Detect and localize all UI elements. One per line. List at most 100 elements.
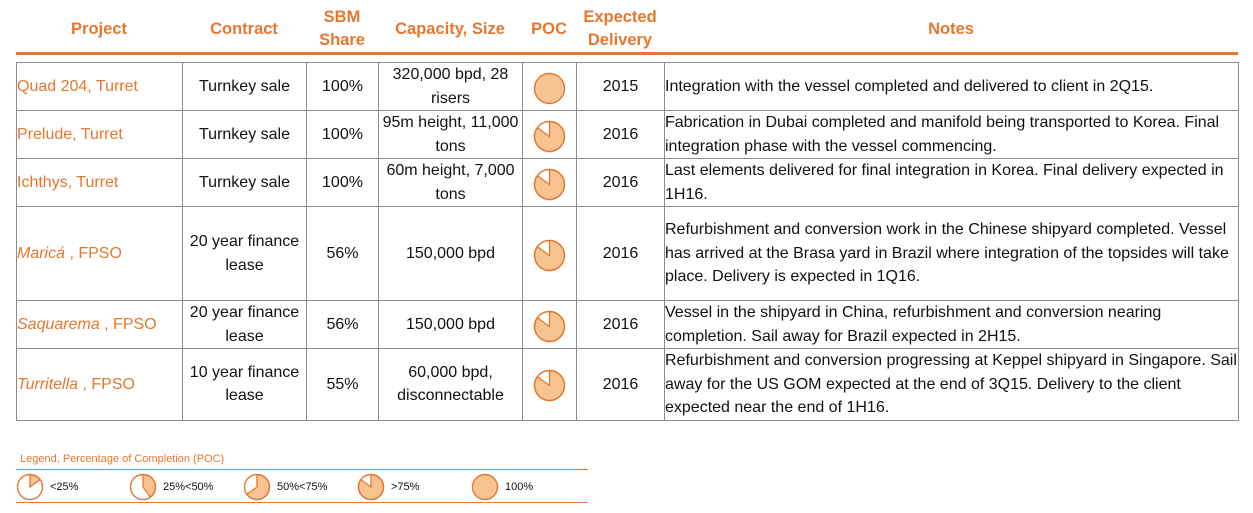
header-poc: POC: [531, 19, 567, 38]
project-cell: Quad 204, Turret: [16, 62, 183, 111]
pie-svg: [243, 473, 271, 501]
share-cell: 56%: [306, 300, 379, 349]
delivery-cell: 2016: [576, 206, 665, 301]
table-header: Project Contract SBM Share Capacity, Siz…: [16, 6, 1238, 52]
contract-cell: 20 year finance lease: [182, 300, 307, 349]
legend-item: <25%: [16, 472, 78, 502]
poc-pie-icon: [16, 473, 44, 501]
legend-item: 50%<75%: [243, 472, 327, 502]
pie-outline: [533, 120, 566, 152]
legend-label: <25%: [50, 481, 79, 493]
table-row: Quad 204, Turret Turnkey sale 100% 320,000 …: [16, 62, 1239, 111]
poc-cell: [522, 110, 577, 159]
legend-label: 100%: [505, 481, 534, 493]
header-delivery-line1: Expected: [583, 8, 657, 26]
delivery-cell: 2016: [576, 300, 665, 349]
pie-outline: [471, 473, 499, 501]
project-cell: Saquarema , FPSO: [16, 300, 183, 349]
pie-outline: [243, 473, 271, 501]
legend-top-rule: [16, 469, 588, 470]
project-cell: Maricá , FPSO: [16, 206, 183, 301]
table-row: Turritella , FPSO 10 year finance lease 55…: [16, 348, 1239, 421]
notes-cell: Fabrication in Dubai completed and manif…: [664, 110, 1239, 159]
contract-cell: 10 year finance lease: [182, 348, 307, 421]
project-name: Quad 204: [17, 77, 88, 95]
delivery-cell: 2016: [576, 158, 665, 207]
contract-cell: 20 year finance lease: [182, 206, 307, 301]
legend-label: >75%: [391, 481, 420, 493]
pie-svg: [533, 370, 566, 402]
capacity-cell: 150,000 bpd: [378, 206, 523, 301]
project-name: Ichthys: [17, 173, 68, 191]
pie-svg: [533, 310, 566, 342]
poc-pie-icon: [471, 473, 499, 501]
delivery-cell: 2016: [576, 348, 665, 421]
share-cell: 55%: [306, 348, 379, 421]
pie-fill: [534, 73, 565, 103]
pie-outline: [129, 473, 157, 501]
project-name: Prelude: [17, 125, 73, 143]
pie-outline: [357, 473, 385, 501]
pie-svg: [533, 120, 566, 152]
share-cell: 100%: [306, 62, 379, 111]
pie-outline: [16, 473, 44, 501]
pie-outline: [533, 310, 566, 342]
project-type: , Turret: [87, 77, 138, 95]
pie-outline: [533, 239, 566, 271]
share-cell: 100%: [306, 158, 379, 207]
legend-item: 25%<50%: [129, 472, 213, 502]
capacity-cell: 320,000 bpd, 28 risers: [378, 62, 523, 111]
project-type: , FPSO: [99, 315, 157, 333]
poc-pie-icon: [129, 473, 157, 501]
project-type: , Turret: [67, 173, 119, 191]
legend-title: Legend, Percentage of Completion (POC): [20, 453, 225, 465]
delivery-cell: 2015: [576, 62, 665, 111]
table-row: Maricá , FPSO 20 year finance lease 56% 150…: [16, 206, 1239, 301]
contract-cell: Turnkey sale: [182, 110, 307, 159]
header-sbm-share-line1: SBM: [323, 8, 361, 26]
legend-label: 50%<75%: [277, 481, 328, 493]
poc-cell: [522, 158, 577, 207]
header-notes: Notes: [928, 19, 974, 38]
header-delivery-line2: Delivery: [587, 31, 653, 49]
capacity-cell: 60m height, 7,000 tons: [378, 158, 523, 207]
project-cell: Prelude, Turret: [16, 110, 183, 159]
notes-cell: Integration with the vessel completed an…: [664, 62, 1239, 111]
poc-pie-icon: [357, 473, 385, 501]
legend-item: >75%: [357, 472, 419, 502]
pie-svg: [357, 473, 385, 501]
capacity-cell: 150,000 bpd: [378, 300, 523, 349]
projects-table-body: Quad 204, Turret Turnkey sale 100% 320,000 …: [16, 62, 1239, 421]
pie-svg: [129, 473, 157, 501]
pie-svg: [533, 168, 566, 200]
table-row: Saquarema , FPSO 20 year finance lease 56%…: [16, 300, 1239, 349]
legend-bottom-rule: [16, 502, 588, 503]
notes-cell: Refurbishment and conversion progressing…: [664, 348, 1239, 421]
header-capacity: Capacity, Size: [395, 19, 505, 38]
share-cell: 100%: [306, 110, 379, 159]
header-divider: [16, 52, 1238, 55]
table-row: Prelude, Turret Turnkey sale 100% 95m heigh…: [16, 110, 1239, 159]
pie-outline: [533, 168, 566, 200]
header-expected-delivery: Expected Delivery: [576, 6, 664, 52]
pie-outline: [533, 370, 566, 402]
project-name: Maricá: [17, 244, 66, 262]
pie-svg: [16, 473, 44, 501]
pie-svg: [533, 239, 566, 271]
pie-fill: [472, 474, 498, 500]
poc-pie-icon: [523, 239, 576, 272]
poc-cell: [522, 300, 577, 349]
poc-pie-icon: [523, 310, 576, 343]
poc-pie-icon: [523, 369, 576, 402]
table-row: Ichthys, Turret Turnkey sale 100% 60m heigh…: [16, 158, 1239, 207]
legend-label: 25%<50%: [163, 481, 214, 493]
poc-cell: [522, 348, 577, 421]
project-cell: Turritella , FPSO: [16, 348, 183, 421]
notes-cell: Vessel in the shipyard in China, refurbi…: [664, 300, 1239, 349]
notes-cell: Last elements delivered for final integr…: [664, 158, 1239, 207]
poc-pie-icon: [523, 72, 576, 105]
pie-svg: [471, 473, 499, 501]
contract-cell: Turnkey sale: [182, 62, 307, 111]
contract-cell: Turnkey sale: [182, 158, 307, 207]
notes-cell: Refurbishment and conversion work in the…: [664, 206, 1239, 301]
